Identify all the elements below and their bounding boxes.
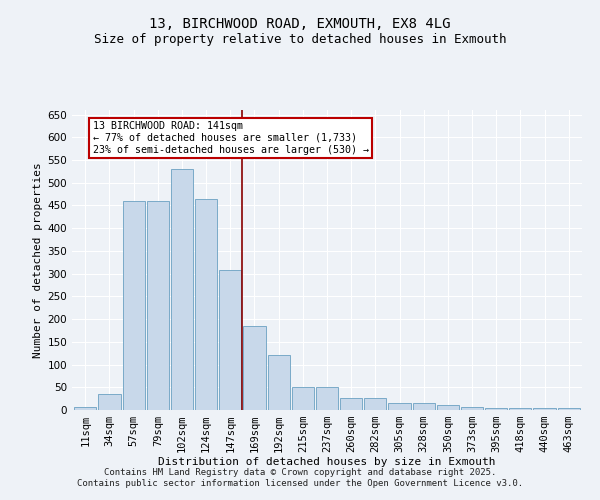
Text: Contains HM Land Registry data © Crown copyright and database right 2025.
Contai: Contains HM Land Registry data © Crown c… xyxy=(77,468,523,487)
Y-axis label: Number of detached properties: Number of detached properties xyxy=(33,162,43,358)
Bar xyxy=(413,403,435,410)
Bar xyxy=(316,388,338,410)
Bar xyxy=(219,270,241,410)
Bar xyxy=(146,201,169,410)
Bar xyxy=(98,394,121,410)
Bar xyxy=(122,201,145,410)
Bar xyxy=(509,408,532,410)
Text: 13 BIRCHWOOD ROAD: 141sqm
← 77% of detached houses are smaller (1,733)
23% of se: 13 BIRCHWOOD ROAD: 141sqm ← 77% of detac… xyxy=(92,122,368,154)
Bar xyxy=(244,326,266,410)
Bar xyxy=(171,169,193,410)
Bar xyxy=(557,408,580,410)
Bar xyxy=(437,406,459,410)
Bar xyxy=(195,198,217,410)
Text: Size of property relative to detached houses in Exmouth: Size of property relative to detached ho… xyxy=(94,32,506,46)
Bar xyxy=(533,408,556,410)
Bar xyxy=(74,408,97,410)
Bar xyxy=(461,407,483,410)
Bar xyxy=(292,388,314,410)
Bar xyxy=(364,398,386,410)
Bar xyxy=(340,398,362,410)
Bar xyxy=(388,403,410,410)
Bar xyxy=(485,408,508,410)
Text: 13, BIRCHWOOD ROAD, EXMOUTH, EX8 4LG: 13, BIRCHWOOD ROAD, EXMOUTH, EX8 4LG xyxy=(149,18,451,32)
X-axis label: Distribution of detached houses by size in Exmouth: Distribution of detached houses by size … xyxy=(158,456,496,466)
Bar xyxy=(268,356,290,410)
